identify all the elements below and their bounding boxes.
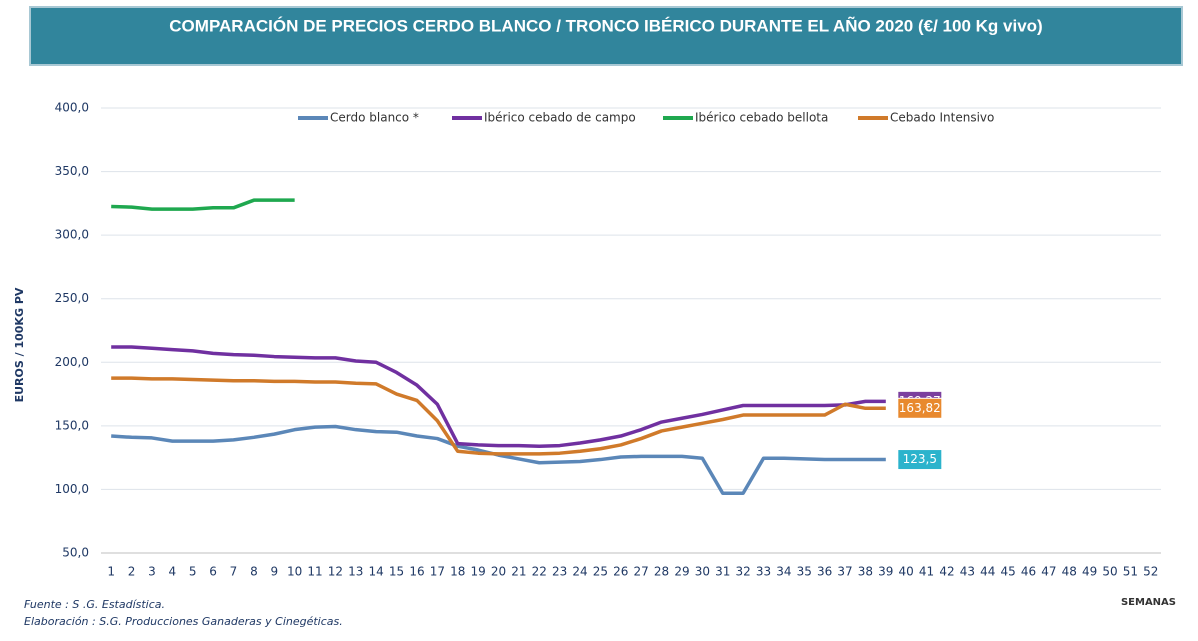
title-box [29,6,1183,66]
x-tick-label: 20 [491,565,506,579]
x-tick-label: 37 [837,565,852,579]
x-tick-label: 34 [776,565,791,579]
x-tick-label: 4 [169,565,177,579]
x-tick-label: 2 [128,565,136,579]
y-axis-label: EUROS / 100KG PV [13,287,26,402]
value-label: 123,5 [903,452,937,466]
x-tick-label: 25 [593,565,608,579]
chart-title: COMPARACIÓN DE PRECIOS CERDO BLANCO / TR… [169,15,1042,35]
x-tick-label: 39 [878,565,893,579]
x-tick-label: 18 [450,565,465,579]
y-tick-label: 200,0 [55,355,89,369]
x-tick-label: 43 [960,565,975,579]
value-label-box [897,449,943,471]
x-tick-label: 45 [1000,565,1015,579]
value-label: 163,82 [899,401,941,415]
x-tick-label: 15 [389,565,404,579]
y-tick-label: 250,0 [55,291,89,305]
x-tick-label: 33 [756,565,771,579]
legend-label: Ibérico cebado de campo [484,111,636,125]
x-tick-label: 40 [899,565,914,579]
x-tick-label: 42 [939,565,954,579]
x-tick-label: 16 [409,565,424,579]
x-tick-label: 29 [674,565,689,579]
legend-label: Ibérico cebado bellota [695,111,828,125]
x-tick-label: 9 [270,565,278,579]
x-tick-label: 36 [817,565,832,579]
series-line [111,345,886,448]
x-tick-label: 13 [348,565,363,579]
y-tick-label: 350,0 [55,164,89,178]
x-tick-label: 27 [634,565,649,579]
x-tick-label: 6 [209,565,217,579]
x-tick-label: 49 [1082,565,1097,579]
x-tick-label: 52 [1143,565,1158,579]
y-tick-label: 100,0 [55,482,89,496]
x-tick-label: 32 [735,565,750,579]
x-tick-label: 48 [1062,565,1077,579]
x-tick-label: 38 [858,565,873,579]
series-line [111,376,886,456]
x-tick-label: 8 [250,565,258,579]
x-tick-label: 3 [148,565,156,579]
x-tick-label: 26 [613,565,628,579]
x-tick-label: 11 [307,565,322,579]
x-tick-label: 31 [715,565,730,579]
value-label-box [897,397,943,419]
x-tick-label: 21 [511,565,526,579]
series-line [111,424,886,495]
x-tick-label: 10 [287,565,302,579]
source-note: Fuente : S .G. Estadística. [24,598,165,611]
x-tick-label: 19 [470,565,485,579]
x-tick-label: 46 [1021,565,1036,579]
x-tick-label: 22 [532,565,547,579]
x-tick-label: 41 [919,565,934,579]
x-tick-label: 14 [369,565,384,579]
y-tick-label: 50,0 [62,546,89,560]
x-tick-label: 50 [1102,565,1117,579]
x-tick-label: 44 [980,565,995,579]
legend-label: Cerdo blanco * [330,111,419,125]
x-tick-label: 35 [797,565,812,579]
x-tick-label: 24 [572,565,587,579]
y-tick-label: 150,0 [55,418,89,432]
x-tick-label: 51 [1123,565,1138,579]
x-tick-label: 30 [695,565,710,579]
legend-label: Cebado Intensivo [890,111,994,125]
y-tick-label: 400,0 [55,101,89,115]
x-tick-label: 28 [654,565,669,579]
x-tick-label: 7 [230,565,238,579]
x-tick-label: 23 [552,565,567,579]
x-tick-label: 5 [189,565,197,579]
x-tick-label: 17 [430,565,445,579]
x-axis-label: SEMANAS [1121,597,1176,608]
x-tick-label: 12 [328,565,343,579]
x-tick-label: 47 [1041,565,1056,579]
source-note: Elaboración : S.G. Producciones Ganadera… [24,615,343,628]
series-line [111,198,295,211]
x-tick-label: 1 [107,565,115,579]
y-tick-label: 300,0 [55,228,89,242]
